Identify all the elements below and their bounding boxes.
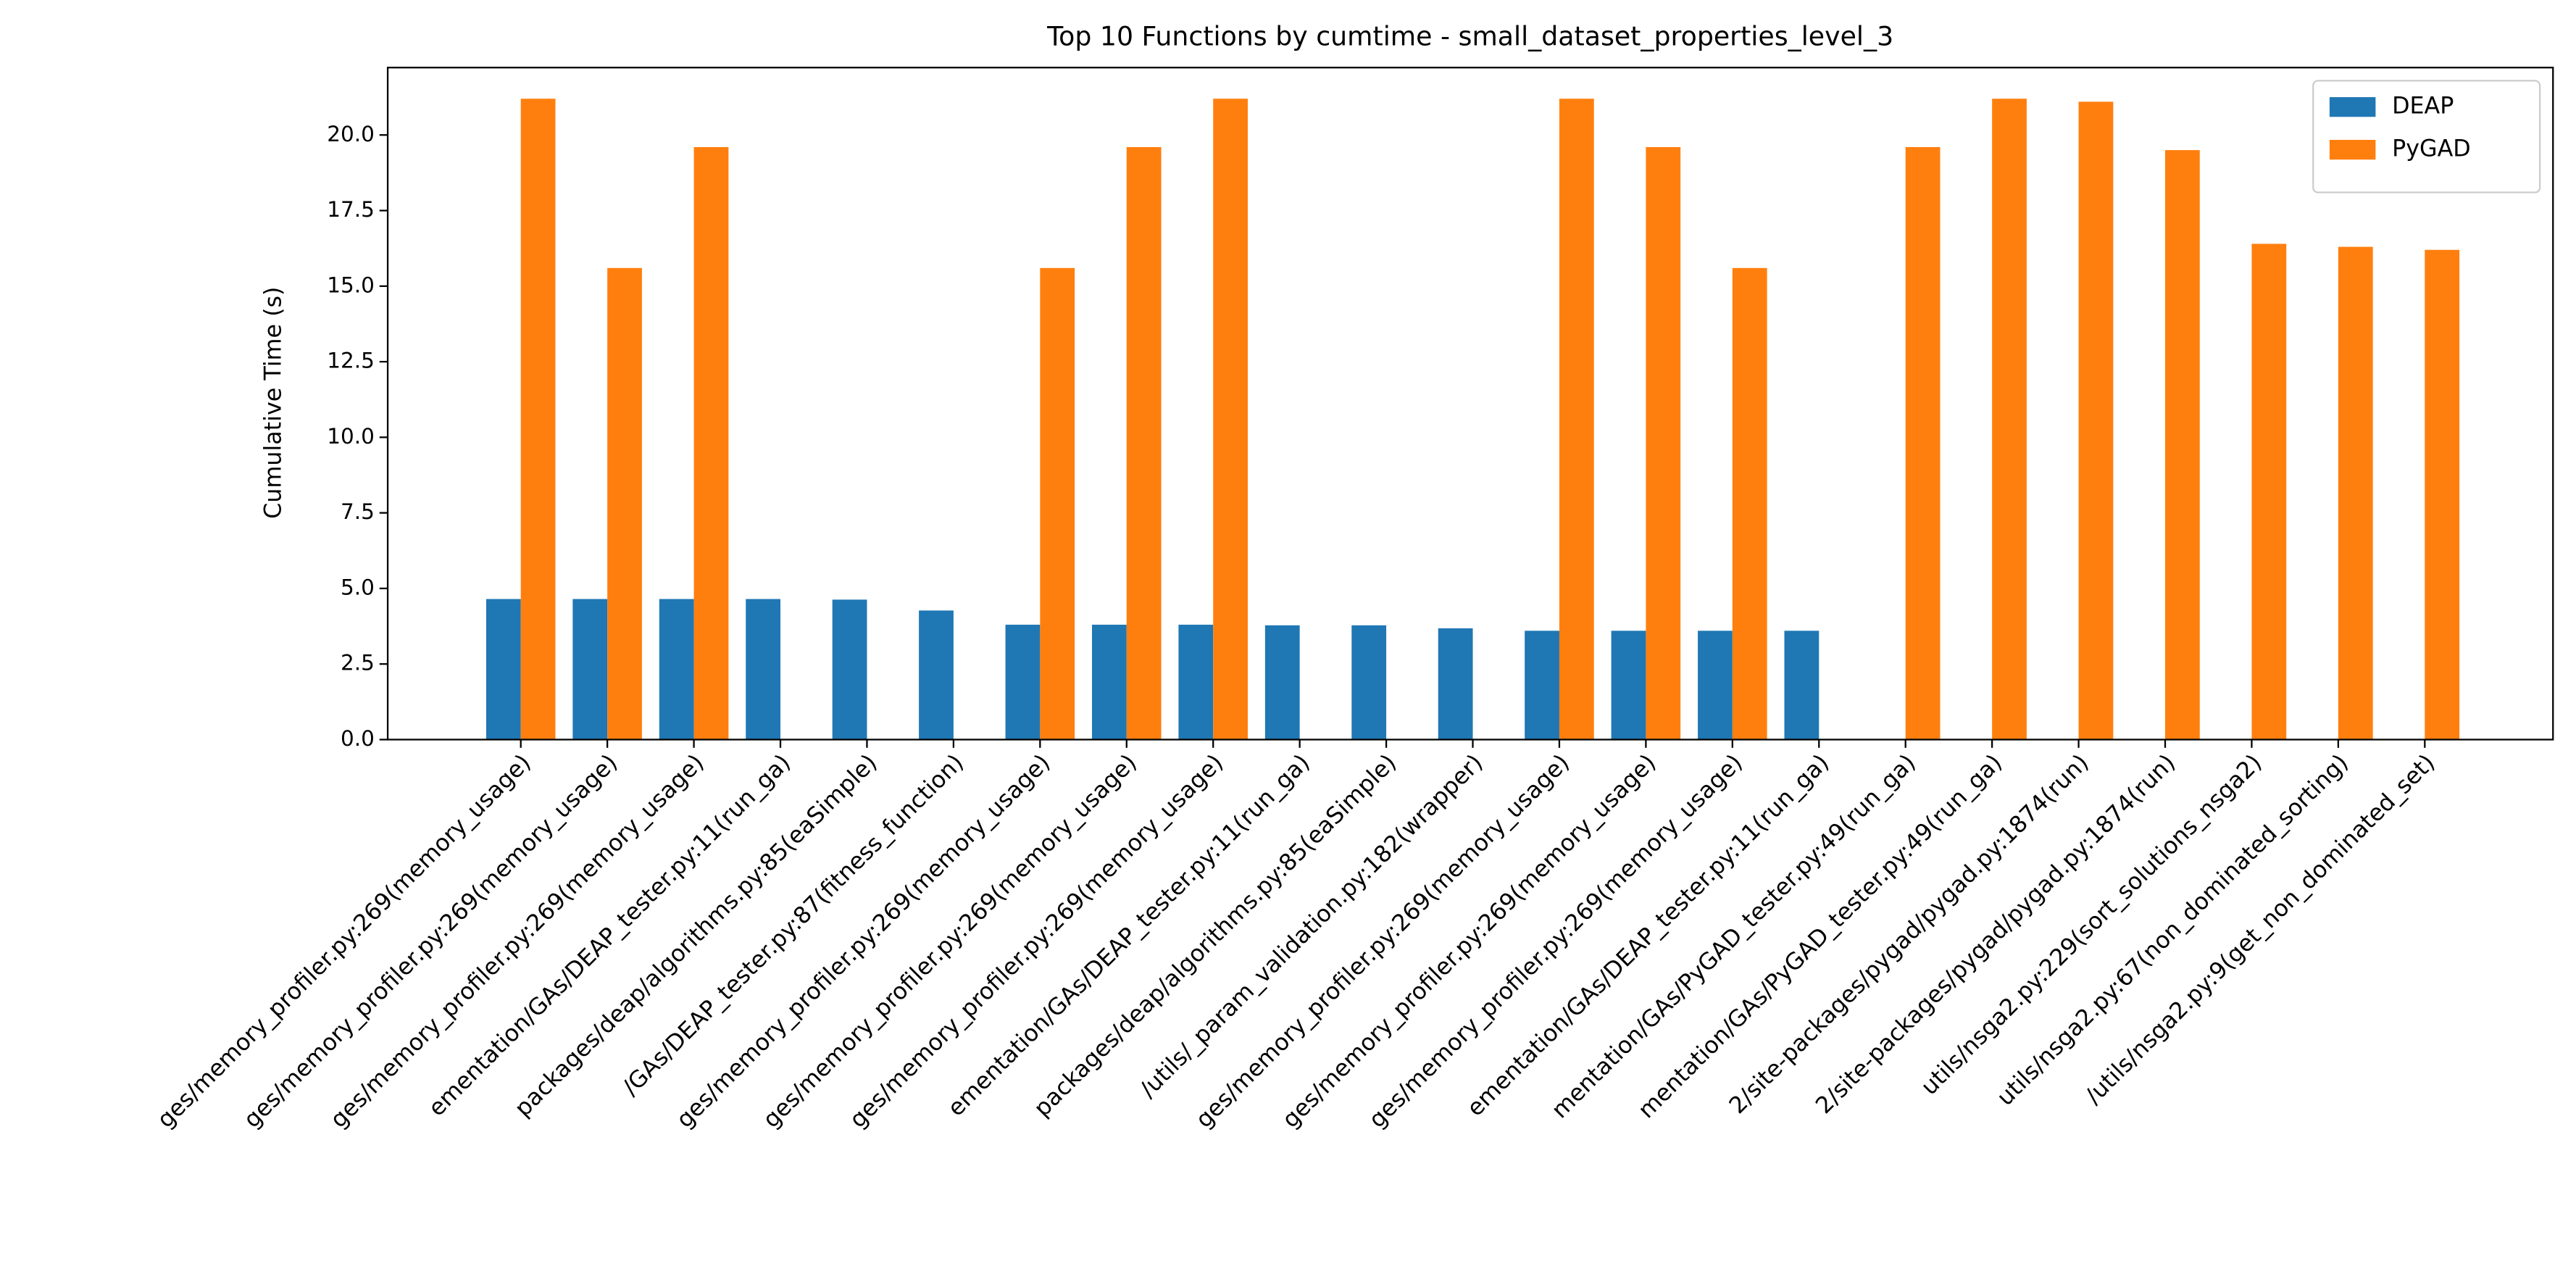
y-tick-label: 20.0 bbox=[327, 122, 375, 146]
bar bbox=[1005, 625, 1041, 740]
bar bbox=[607, 267, 642, 740]
bar bbox=[1992, 99, 2027, 740]
bar bbox=[1646, 146, 1681, 740]
y-tick-label: 0.0 bbox=[341, 726, 375, 751]
bar bbox=[1559, 99, 1594, 740]
bar bbox=[1438, 628, 1473, 740]
bar bbox=[1126, 146, 1162, 740]
bar bbox=[1905, 146, 1941, 740]
bar bbox=[659, 599, 694, 740]
bar bbox=[1178, 625, 1214, 740]
y-tick-label: 5.0 bbox=[341, 575, 375, 599]
bar bbox=[1784, 630, 1820, 740]
bar bbox=[1264, 625, 1300, 740]
chart-title: Top 10 Functions by cumtime - small_data… bbox=[1046, 20, 1893, 51]
bar bbox=[1213, 99, 1248, 740]
y-tick-label: 17.5 bbox=[327, 197, 375, 222]
bar bbox=[746, 599, 781, 740]
y-tick-label: 12.5 bbox=[327, 349, 375, 373]
bar bbox=[2165, 150, 2200, 740]
y-tick-label: 10.0 bbox=[327, 424, 375, 449]
bar bbox=[919, 610, 954, 740]
y-axis-label: Cumulative Time (s) bbox=[261, 287, 287, 519]
bar bbox=[1732, 267, 1767, 740]
legend-label: PyGAD bbox=[2392, 136, 2471, 162]
legend-swatch bbox=[2329, 97, 2376, 117]
y-tick-label: 7.5 bbox=[341, 499, 375, 524]
y-tick-label: 15.0 bbox=[327, 272, 375, 297]
bar bbox=[693, 146, 729, 740]
y-tick-label: 2.5 bbox=[341, 651, 375, 675]
bar bbox=[2425, 249, 2460, 740]
bar bbox=[520, 99, 556, 740]
bar bbox=[1091, 625, 1127, 740]
bar bbox=[1040, 267, 1075, 740]
bar bbox=[832, 599, 867, 740]
bar bbox=[1351, 625, 1387, 740]
bar bbox=[1698, 630, 1733, 740]
bar bbox=[2078, 101, 2114, 740]
bar bbox=[2251, 244, 2287, 740]
bar bbox=[485, 599, 521, 740]
bar bbox=[1611, 630, 1646, 740]
legend-label: DEAP bbox=[2392, 93, 2454, 120]
bar bbox=[1525, 630, 1559, 740]
axes-frame bbox=[386, 67, 2554, 741]
bar bbox=[2338, 246, 2373, 740]
bar bbox=[572, 599, 608, 740]
legend-swatch bbox=[2329, 139, 2376, 160]
